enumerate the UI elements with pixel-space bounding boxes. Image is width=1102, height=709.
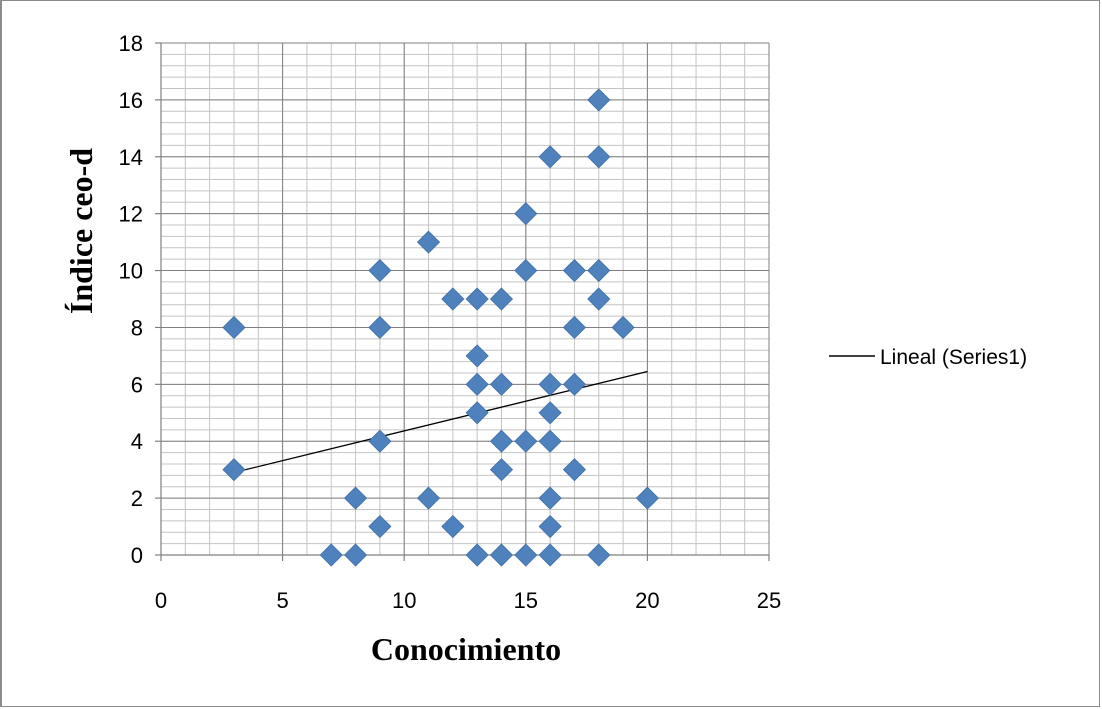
data-point: [514, 258, 538, 283]
data-point: [465, 543, 489, 567]
data-point: [514, 429, 538, 453]
data-point: [368, 315, 392, 340]
y-tick-label: 6: [131, 372, 143, 397]
data-point: [465, 401, 489, 425]
trendline: [233, 370, 648, 474]
y-tick-labels: 0 2 4 6 8 10 12 14 16 18: [119, 31, 143, 568]
x-tick-label: 15: [514, 588, 538, 613]
y-tick-label: 8: [131, 315, 143, 340]
data-point: [222, 315, 246, 340]
x-tick-label: 25: [757, 588, 781, 613]
x-tick-label: 10: [392, 588, 416, 613]
data-point: [587, 145, 611, 169]
data-point: [489, 372, 514, 396]
data-point: [416, 230, 441, 254]
y-tick-label: 0: [131, 543, 143, 568]
major-gridlines: [160, 42, 770, 556]
x-axis-title: Conocimiento: [371, 631, 561, 667]
data-point: [343, 543, 368, 567]
data-point: [587, 543, 611, 567]
data-point: [562, 372, 587, 396]
y-tick-label: 16: [119, 88, 143, 113]
data-point: [538, 429, 562, 453]
data-point: [611, 315, 635, 340]
data-point: [538, 372, 562, 396]
data-point: [465, 287, 489, 311]
data-point: [514, 202, 538, 226]
y-tick-label: 14: [119, 145, 143, 170]
y-axis-title: Índice ceo-d: [63, 148, 99, 314]
data-point: [538, 145, 562, 169]
y-tick-label: 18: [119, 31, 143, 56]
data-point: [538, 514, 562, 539]
data-points: [222, 88, 659, 567]
data-point: [489, 287, 514, 311]
x-tick-label: 5: [276, 588, 288, 613]
data-point: [489, 429, 514, 453]
data-point: [538, 543, 562, 567]
axes: [155, 42, 770, 561]
data-point: [343, 486, 368, 510]
data-point: [635, 486, 659, 510]
data-point: [368, 429, 392, 453]
x-tick-labels: 0 5 10 15 20 25: [155, 588, 781, 613]
data-point: [368, 258, 392, 283]
x-tick-label: 0: [155, 588, 167, 613]
data-point: [562, 258, 587, 283]
data-point: [587, 258, 611, 283]
minor-gridlines: [160, 42, 770, 556]
y-tick-label: 2: [131, 486, 143, 511]
y-tick-label: 10: [119, 259, 143, 284]
data-point: [562, 315, 587, 340]
data-point: [319, 543, 343, 567]
x-tick-label: 20: [635, 588, 659, 613]
data-point: [465, 372, 489, 396]
legend: Lineal (Series1): [829, 346, 1027, 369]
data-point: [416, 486, 441, 510]
y-tick-label: 12: [119, 202, 143, 227]
data-point: [587, 88, 611, 112]
data-point: [489, 543, 514, 567]
data-point: [441, 287, 465, 311]
data-point: [538, 486, 562, 510]
data-point: [562, 458, 587, 482]
trendline-group: [233, 370, 648, 474]
data-point: [222, 458, 246, 482]
y-tick-label: 4: [131, 429, 143, 454]
data-point: [368, 514, 392, 539]
data-point: [514, 543, 538, 567]
data-point: [587, 287, 611, 311]
data-point: [441, 514, 465, 539]
data-point: [538, 401, 562, 425]
data-point: [465, 344, 489, 368]
legend-label: Lineal (Series1): [880, 346, 1027, 369]
data-point: [489, 458, 514, 482]
